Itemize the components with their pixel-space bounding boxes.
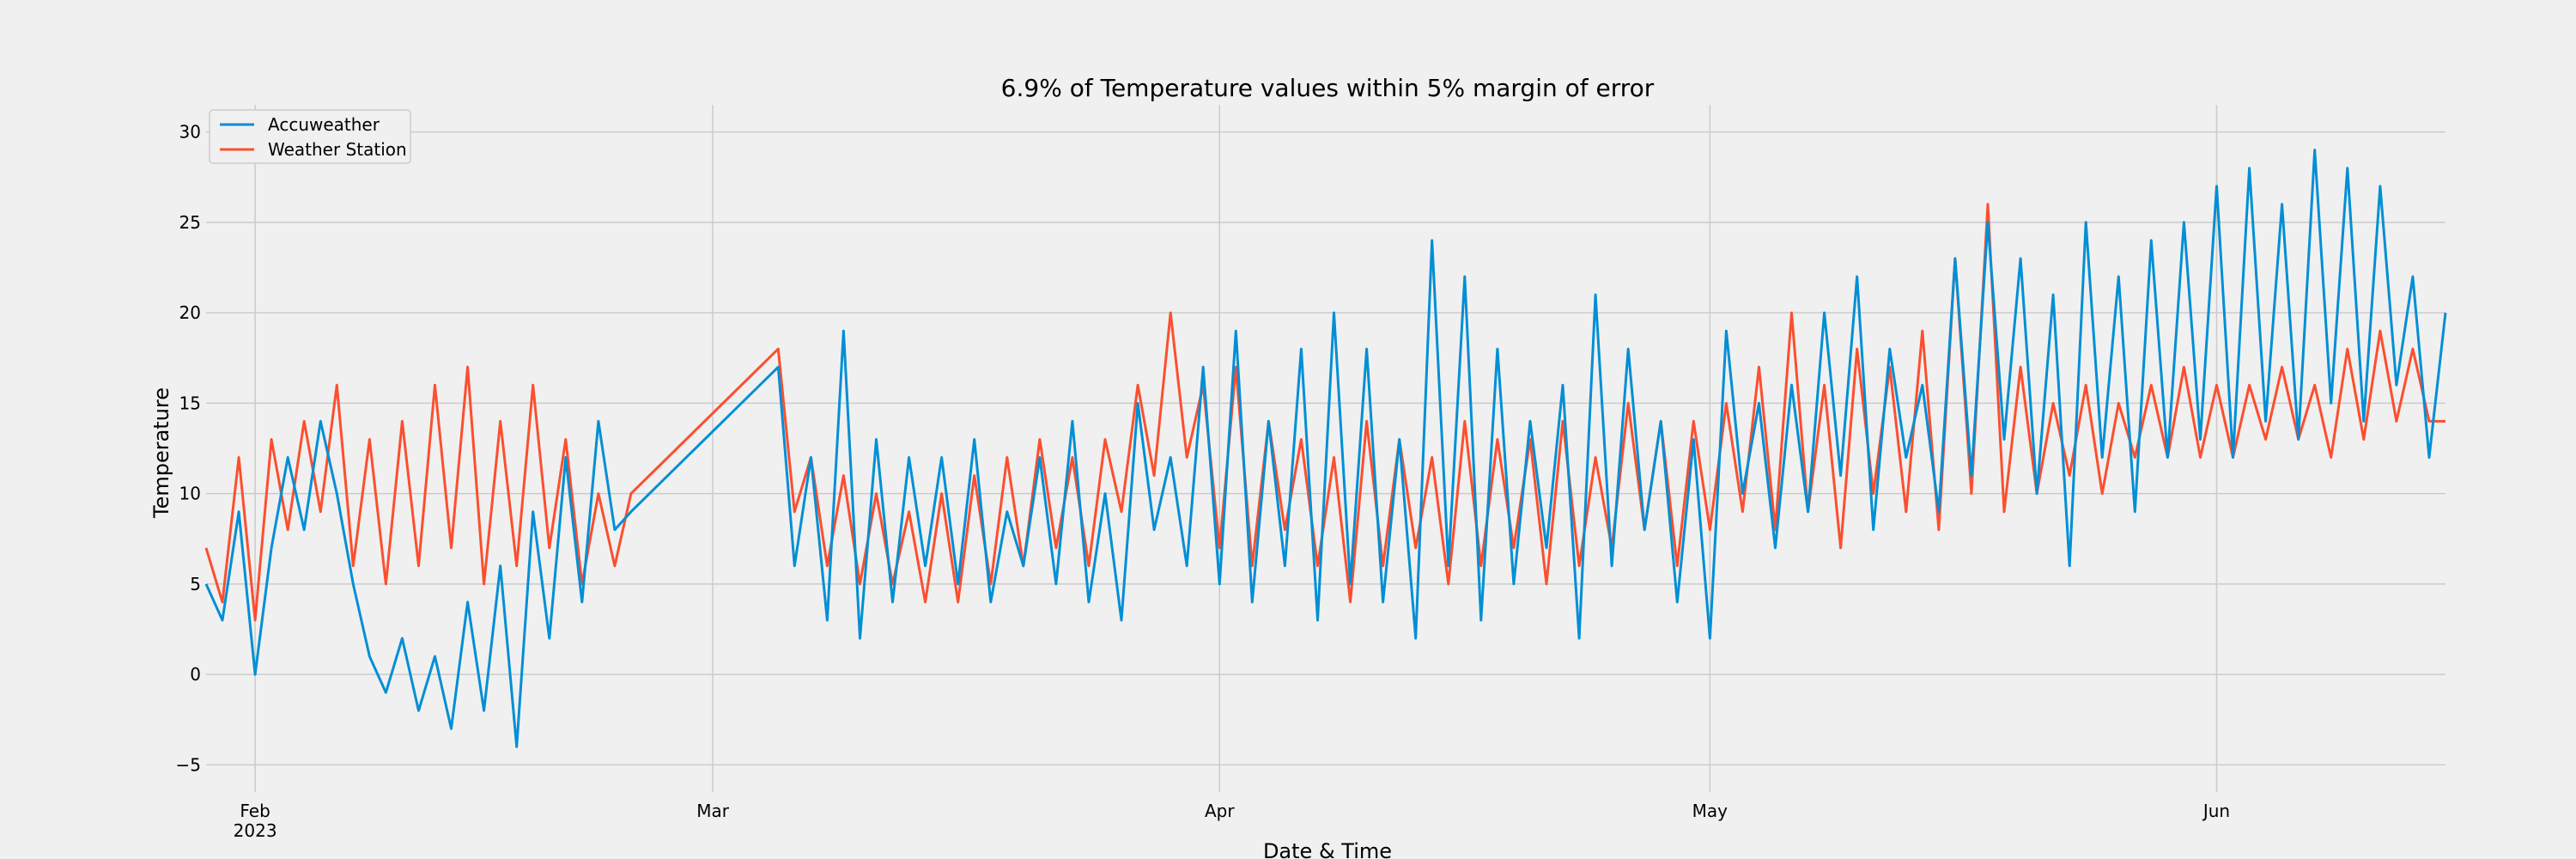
legend-label-weather-station: Weather Station [268, 139, 407, 160]
x-axis-label: Date & Time [1263, 839, 1392, 859]
vertical-gridlines [254, 105, 2218, 792]
series-layer [204, 149, 2447, 748]
series-line-weather-station [204, 203, 2445, 622]
x-tick-label: Apr [1205, 801, 1235, 821]
y-tick-label: −5 [176, 754, 201, 775]
x-tick-label: Jun [2202, 801, 2230, 821]
x-tick-label: Mar [696, 801, 730, 821]
x-tick-label: May [1692, 801, 1728, 821]
y-tick-label: 10 [179, 484, 201, 504]
legend-box [209, 109, 411, 164]
x-tick-label: Feb [240, 801, 270, 821]
y-axis-label: Temperature [149, 387, 173, 519]
y-tick-label: 5 [190, 574, 201, 594]
y-tick-label: 20 [179, 302, 201, 323]
y-tick-labels: −5 0 5 10 15 20 25 30 [176, 122, 201, 776]
y-tick-label: 25 [179, 212, 201, 233]
y-tick-label: 15 [179, 393, 201, 413]
legend-label-accuweather: Accuweather [268, 114, 380, 135]
x-tick-sublabel: 2023 [234, 820, 277, 841]
legend: Accuweather Weather Station [209, 109, 411, 164]
chart-title: 6.9% of Temperature values within 5% mar… [1001, 74, 1655, 102]
y-tick-label: 0 [190, 664, 201, 685]
y-tick-label: 30 [179, 122, 201, 143]
series-line-accuweather [204, 149, 2447, 748]
